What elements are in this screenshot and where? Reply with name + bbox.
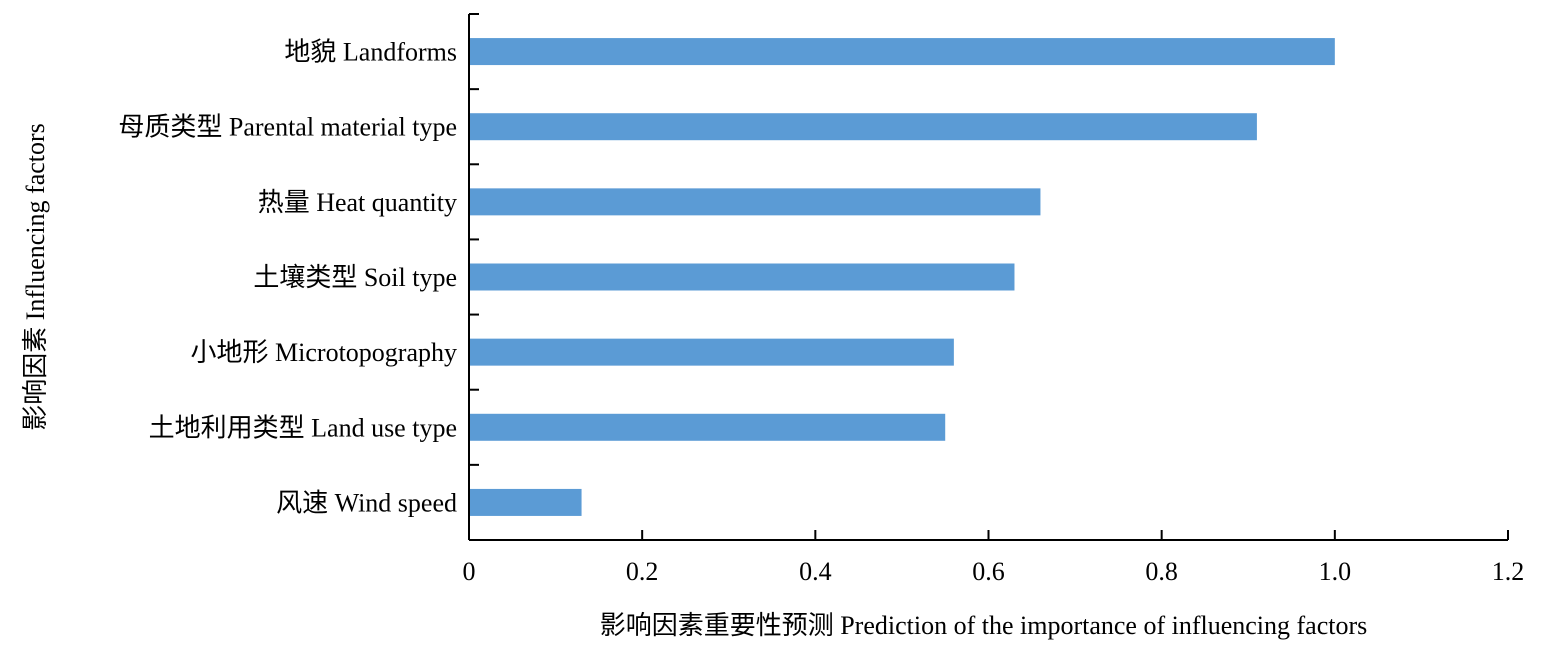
x-tick-label: 1.2 (1492, 557, 1525, 586)
category-labels: 地貌 Landforms 母质类型 Parental material type 热… (118, 38, 457, 518)
bar (469, 338, 954, 366)
bar (469, 488, 582, 516)
category-label: 母质类型 Parental material type (118, 113, 457, 142)
category-label: 热量 Heat quantity (258, 188, 457, 217)
category-label: 小地形 Microtopography (191, 338, 457, 367)
x-tick-label: 0 (463, 557, 476, 586)
x-tick-label: 0.8 (1145, 557, 1178, 586)
bar (469, 263, 1015, 291)
x-axis-tick-labels: 0 0.2 0.4 0.6 0.8 1.0 1.2 (463, 557, 1525, 586)
y-axis-ticks (469, 13, 479, 541)
x-axis-title: 影响因素重要性预测 Prediction of the importance o… (600, 611, 1368, 640)
category-label: 土地利用类型 Land use type (149, 413, 457, 442)
bar (469, 38, 1335, 66)
x-tick-label: 0.2 (626, 557, 659, 586)
category-label: 风速 Wind speed (276, 488, 457, 517)
x-tick-label: 0.4 (799, 557, 832, 586)
bars-layer (469, 38, 1335, 516)
y-axis-title: 影响因素 Influencing factors (21, 123, 50, 431)
x-tick-label: 1.0 (1319, 557, 1352, 586)
x-axis-ticks (468, 530, 1509, 540)
category-label: 土壤类型 Soil type (253, 263, 457, 292)
x-tick-label: 0.6 (972, 557, 1005, 586)
bar (469, 113, 1257, 141)
category-label: 地貌 Landforms (284, 38, 457, 67)
bar (469, 413, 946, 441)
bar (469, 188, 1041, 216)
